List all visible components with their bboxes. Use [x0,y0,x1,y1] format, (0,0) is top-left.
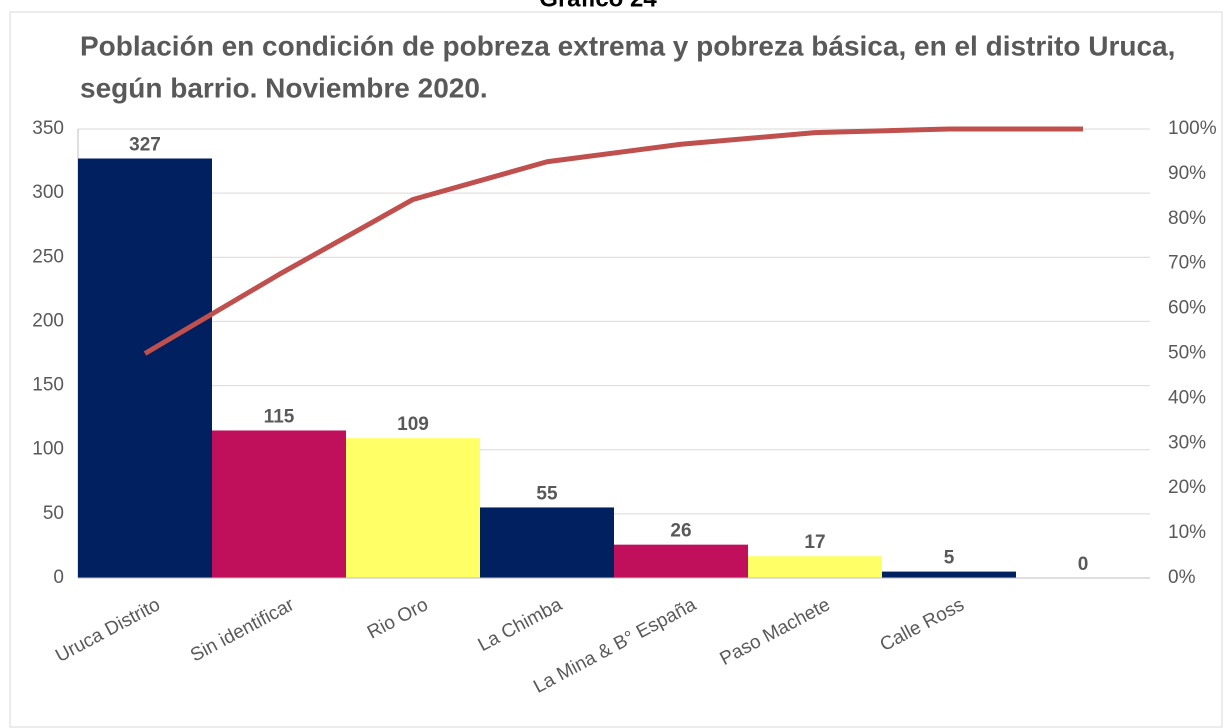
y2-tick-label: 50% [1168,343,1206,364]
bar [346,438,480,578]
y-tick-label: 50 [43,503,64,524]
chart-title: según barrio. Noviembre 2020. [80,72,488,103]
y2-tick-label: 70% [1168,253,1206,274]
chart-title: Población en condición de pobreza extrem… [80,30,1175,61]
y2-tick-label: 40% [1168,387,1206,408]
bar [480,507,614,578]
bar [78,158,212,578]
y-tick-label: 250 [32,246,64,267]
y2-tick-label: 30% [1168,432,1206,453]
data-label: 55 [536,483,558,504]
data-label: 17 [804,532,825,553]
y-tick-label: 150 [32,375,64,396]
data-label: 26 [670,521,691,542]
cumulative-line [143,126,1083,356]
y2-tick-label: 20% [1168,477,1206,498]
y-tick-label: 200 [32,310,64,331]
y2-tick-label: 80% [1168,208,1206,229]
heading: Gráfico 24 [539,0,657,12]
bar [748,556,882,578]
data-label: 5 [944,548,955,569]
y-tick-label: 0 [53,567,64,588]
y-tick-label: 350 [32,118,64,139]
y2-tick-label: 10% [1168,522,1206,543]
data-label: 109 [397,414,429,435]
y2-tick-label: 0% [1168,567,1196,588]
data-label: 115 [264,406,295,427]
bar [212,430,346,578]
y-tick-label: 300 [32,182,64,203]
data-label: 0 [1078,554,1089,575]
bar [882,571,1016,578]
y2-tick-label: 100% [1168,118,1217,139]
bar [614,544,748,578]
y2-tick-label: 90% [1168,163,1206,184]
y-tick-label: 100 [32,439,64,460]
y2-tick-label: 60% [1168,298,1206,319]
data-label: 327 [129,135,161,156]
